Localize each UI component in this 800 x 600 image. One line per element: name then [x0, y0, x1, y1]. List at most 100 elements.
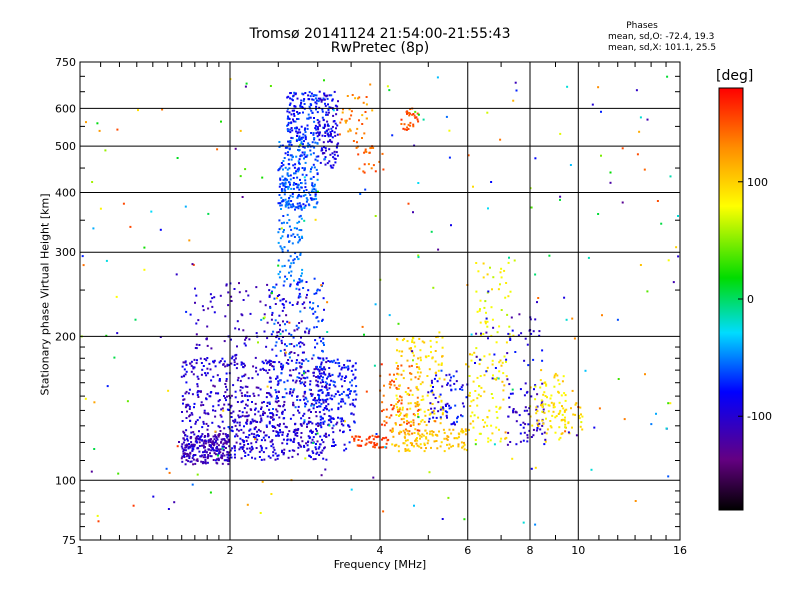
data-point: [323, 158, 326, 161]
data-point: [212, 360, 214, 363]
data-point: [432, 386, 434, 388]
data-point: [295, 324, 298, 327]
data-point: [325, 405, 328, 408]
data-point: [281, 309, 284, 312]
data-point: [281, 248, 284, 251]
data-point: [183, 452, 186, 455]
data-point: [452, 444, 454, 447]
data-point: [508, 406, 511, 409]
data-point: [282, 215, 285, 217]
data-point: [417, 366, 420, 369]
data-point: [282, 405, 285, 408]
data-point: [333, 381, 336, 384]
data-point: [313, 185, 316, 188]
data-point: [242, 431, 245, 434]
data-point: [433, 412, 436, 415]
data-point: [326, 94, 329, 97]
data-point: [313, 137, 316, 139]
data-point: [279, 202, 282, 205]
data-point: [236, 421, 239, 424]
data-point: [291, 304, 294, 306]
data-point: [331, 125, 334, 128]
data-point: [284, 205, 287, 208]
data-point: [552, 410, 555, 413]
data-point: [287, 130, 290, 133]
data-point: [288, 271, 290, 274]
data-point: [202, 461, 205, 463]
data-point: [226, 434, 229, 436]
data-point: [354, 390, 357, 393]
data-point: [225, 385, 227, 388]
data-point: [440, 369, 443, 372]
data-point: [411, 113, 414, 116]
data-point: [536, 422, 539, 425]
data-point: [250, 445, 253, 448]
data-point: [181, 395, 184, 398]
data-point: [327, 140, 330, 143]
data-point: [410, 372, 413, 375]
data-point: [448, 407, 451, 410]
data-point: [432, 393, 435, 396]
data-point: [317, 385, 320, 388]
data-point: [537, 423, 539, 426]
data-point: [320, 147, 323, 150]
data-point: [639, 264, 642, 266]
data-point: [217, 435, 220, 438]
data-point: [262, 410, 265, 413]
data-point: [420, 435, 423, 438]
data-point: [312, 458, 315, 461]
data-point: [675, 246, 678, 249]
data-point: [344, 119, 347, 122]
data-point: [227, 438, 230, 441]
data-point: [280, 339, 283, 342]
data-point: [279, 177, 282, 180]
data-point: [313, 188, 315, 191]
data-point: [209, 452, 211, 455]
data-point: [314, 124, 317, 127]
data-point: [279, 237, 282, 240]
data-point: [479, 308, 481, 311]
data-point: [293, 166, 296, 169]
data-point: [435, 341, 438, 344]
data-point: [283, 381, 286, 384]
data-point: [299, 254, 302, 256]
data-point: [262, 401, 265, 403]
data-point: [354, 97, 357, 100]
data-point: [192, 367, 195, 370]
data-point: [304, 377, 307, 380]
data-point: [266, 283, 269, 286]
data-point: [343, 449, 346, 452]
data-point: [353, 439, 356, 442]
data-point: [283, 417, 286, 420]
data-point: [313, 117, 315, 119]
data-point: [416, 112, 419, 115]
data-point: [429, 412, 432, 415]
data-point: [226, 395, 228, 398]
phase-stats-title: Phases: [626, 21, 658, 31]
data-point: [303, 157, 305, 160]
data-point: [496, 376, 499, 379]
data-point: [328, 160, 331, 163]
data-point: [330, 133, 332, 135]
data-point: [327, 394, 330, 397]
data-point: [354, 398, 357, 401]
data-point: [349, 390, 352, 393]
data-point: [284, 178, 287, 181]
data-point: [247, 377, 250, 380]
data-point: [331, 445, 333, 447]
data-point: [277, 454, 280, 457]
data-point: [409, 121, 412, 124]
data-point: [341, 366, 344, 369]
data-point: [411, 393, 414, 396]
data-point: [269, 363, 272, 365]
data-point: [322, 357, 325, 360]
data-point: [310, 198, 313, 201]
data-point: [230, 394, 233, 397]
data-point: [258, 456, 261, 458]
data-point: [325, 407, 328, 410]
data-point: [116, 128, 119, 131]
data-point: [183, 439, 186, 442]
data-point: [276, 383, 279, 386]
data-point: [400, 402, 403, 405]
data-point: [301, 440, 304, 443]
